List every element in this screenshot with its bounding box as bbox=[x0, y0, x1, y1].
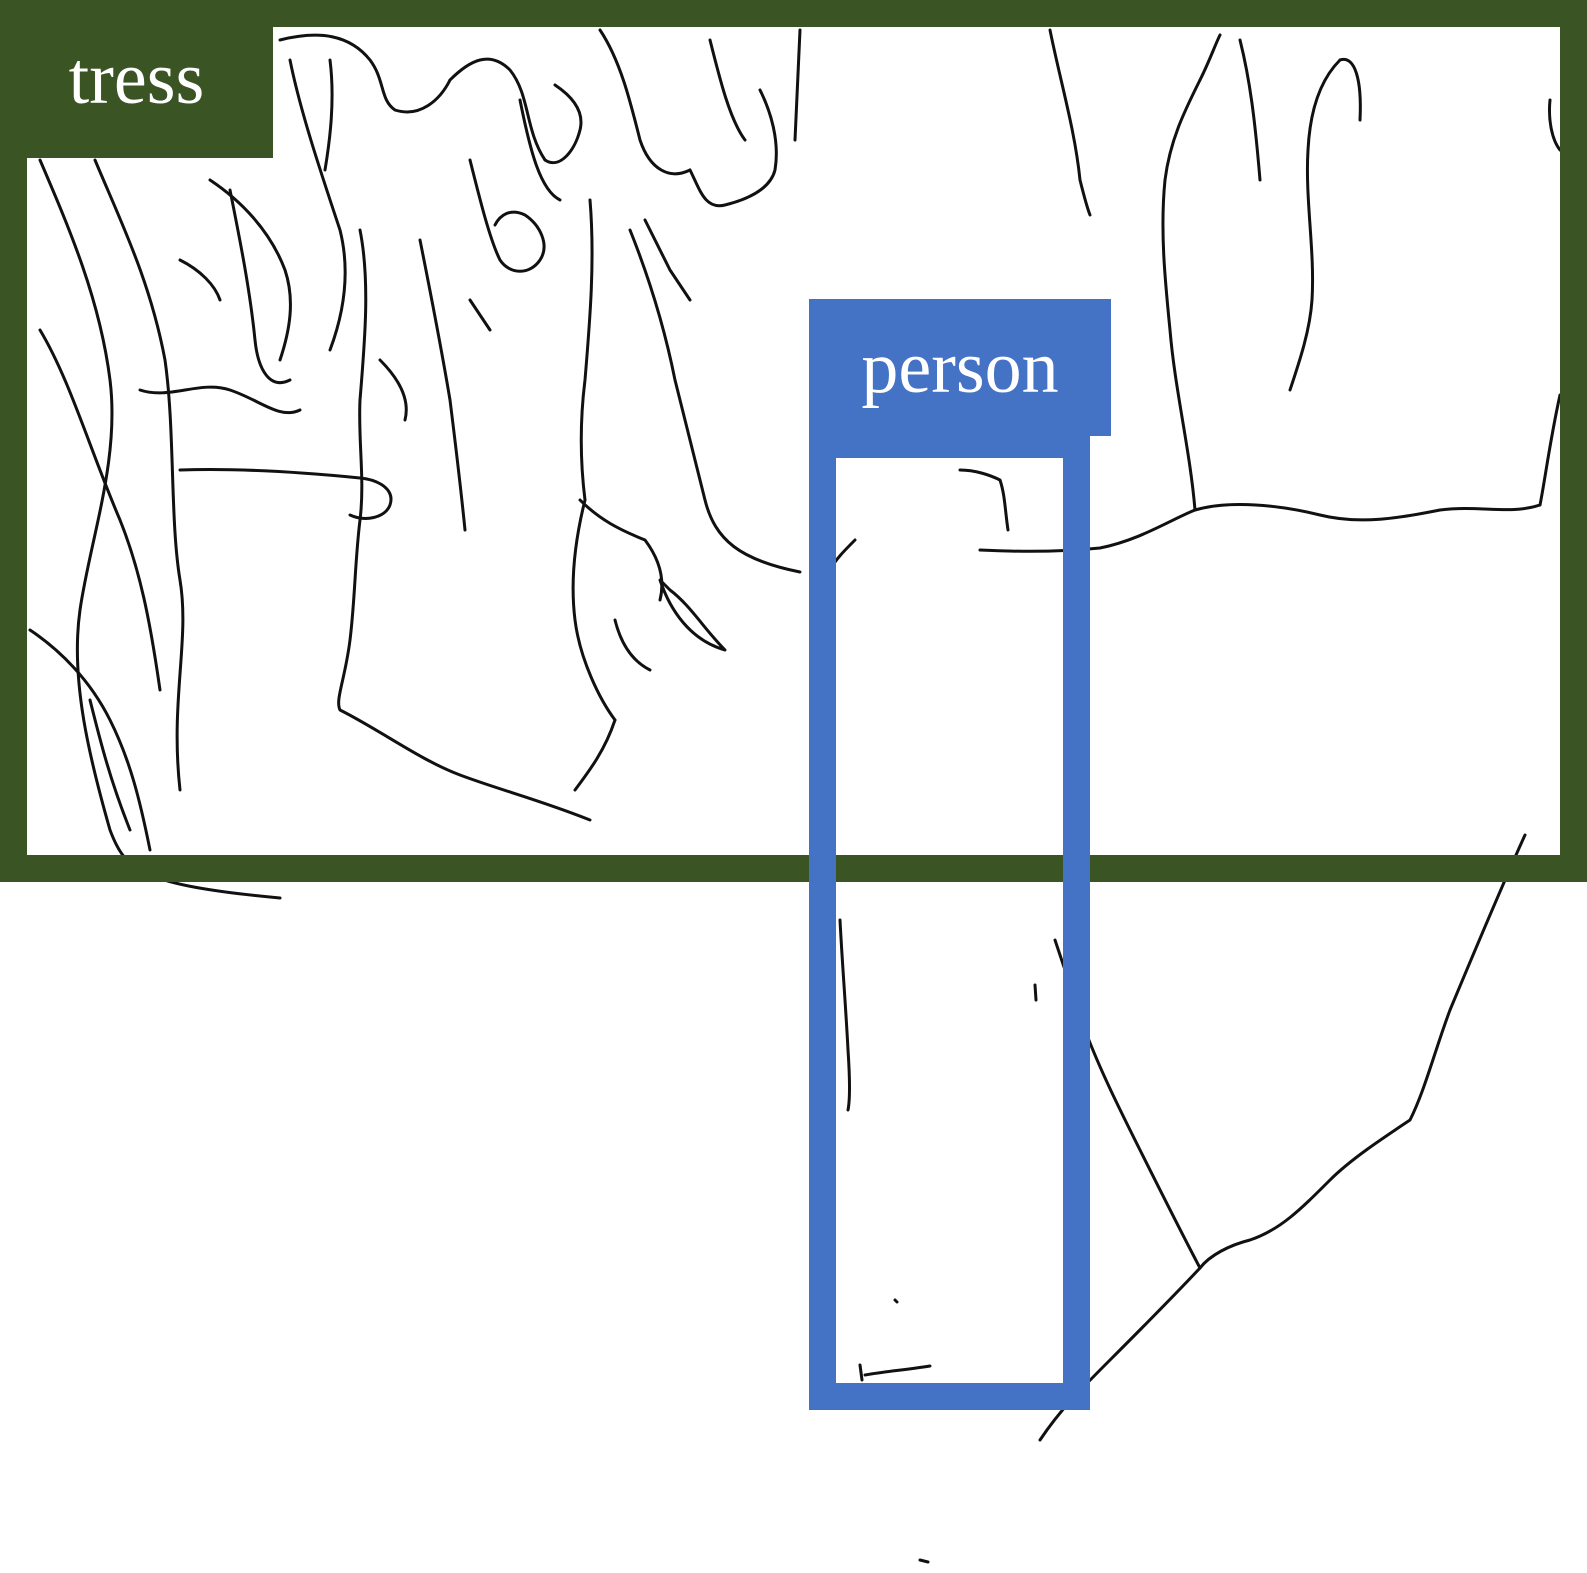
person-label: person bbox=[809, 299, 1111, 436]
tress-label: tress bbox=[0, 0, 273, 158]
person-bounding-box bbox=[809, 431, 1090, 1410]
